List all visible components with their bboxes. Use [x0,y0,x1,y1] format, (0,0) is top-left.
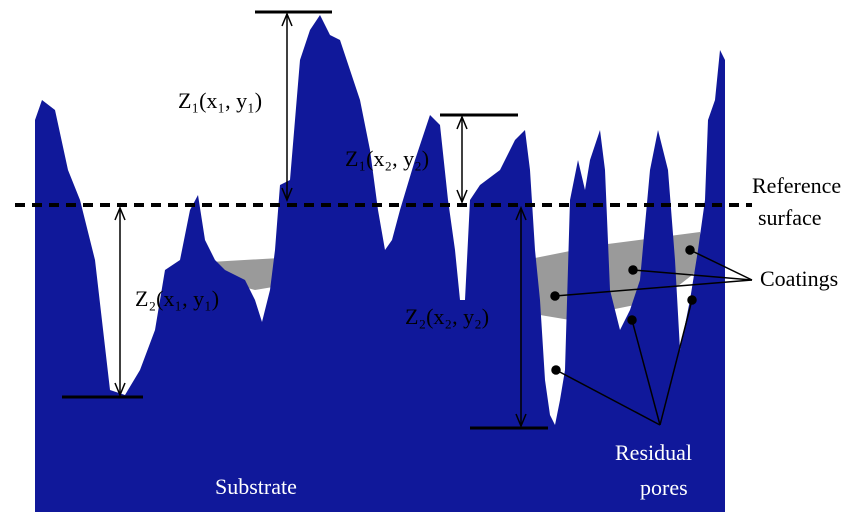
substrate-label: Substrate [215,474,297,499]
residual-pores-label: pores [640,475,688,500]
z2-x1y1-label: Z₂(x₁, y₁) [135,286,219,311]
surface-profile [35,15,725,512]
residual-pores-label: Residual [615,440,692,465]
reference-label: Reference [752,173,841,198]
z1-x2y2-label: Z₁(x₂, y₂) [345,146,429,171]
coatings-label: Coatings [760,266,838,291]
leader-lines [550,245,753,426]
dimension-lines [62,10,548,430]
z2-x2y2-label: Z₂(x₂, y₂) [405,304,489,329]
z1-x1y1-label: Z₁(x₁, y₁) [178,88,262,113]
reference-label: surface [758,205,822,230]
